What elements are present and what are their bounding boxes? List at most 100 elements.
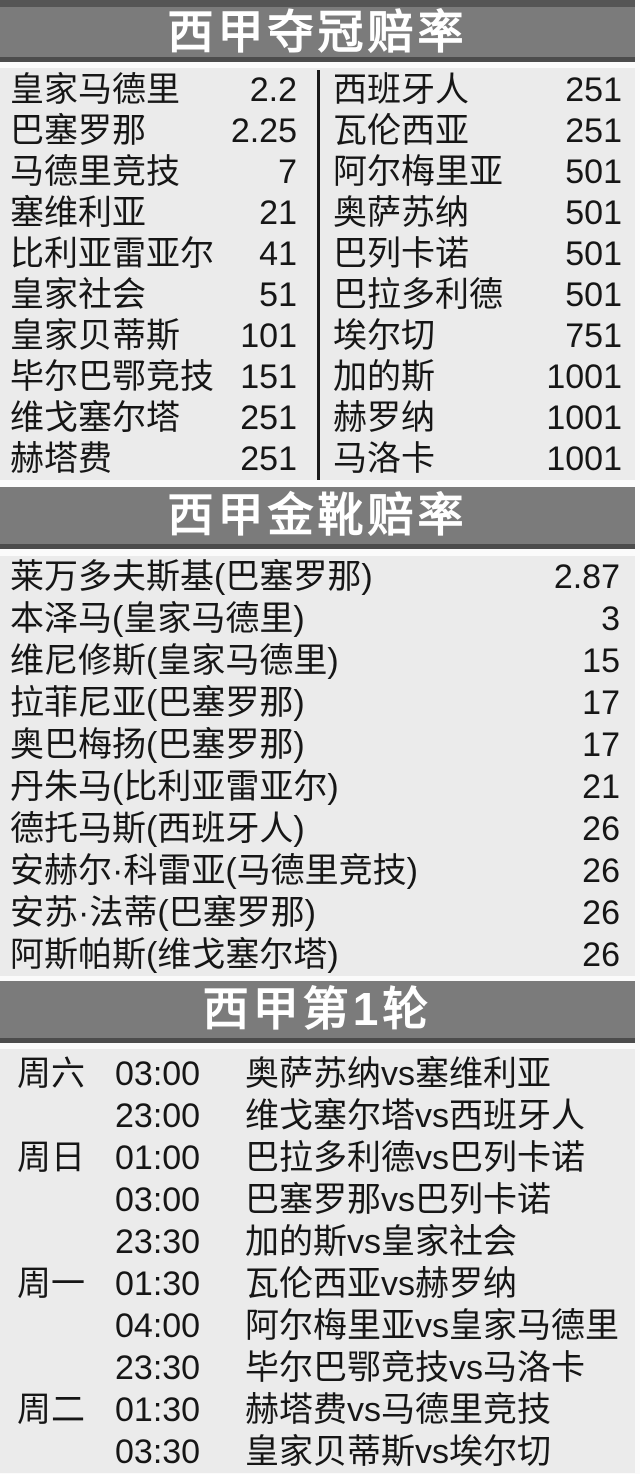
player-odds-row: 莱万多夫斯基(巴塞罗那) 2.87 — [0, 556, 635, 598]
match-day — [17, 1347, 115, 1389]
team-name: 瓦伦西亚 — [333, 112, 469, 150]
section-title-championship-odds: 西甲夺冠赔率 — [0, 0, 635, 62]
player-odds-row: 德托马斯(西班牙人) 26 — [0, 808, 635, 850]
team-odds-value: 501 — [565, 153, 622, 191]
team-odds-row: 塞维利亚 21 — [0, 193, 317, 234]
player-odds-value: 26 — [582, 810, 620, 848]
player-odds-value: 17 — [582, 684, 620, 722]
match-time: 03:00 — [115, 1055, 201, 1093]
section-title-round-1: 西甲第1轮 — [0, 981, 635, 1043]
team-odds-value: 21 — [259, 194, 297, 232]
team-odds-value: 251 — [565, 71, 622, 109]
match-teams: 加的斯vs皇家社会 — [245, 1223, 517, 1261]
team-odds-value: 1001 — [546, 358, 622, 396]
match-teams: 维戈塞尔塔vs西班牙人 — [245, 1097, 585, 1135]
team-odds-row: 皇家社会 51 — [0, 275, 317, 316]
team-odds-value: 1001 — [546, 440, 622, 478]
match-schedule-row: 周一 01:30 瓦伦西亚vs赫罗纳 — [0, 1263, 635, 1305]
player-name: 莱万多夫斯基(巴塞罗那) — [10, 558, 373, 596]
player-name: 德托马斯(西班牙人) — [10, 810, 305, 848]
team-odds-row: 赫罗纳 1001 — [320, 398, 635, 439]
player-name: 安赫尔·科雷亚(马德里竞技) — [10, 852, 418, 890]
match-day: 周二 — [17, 1391, 85, 1429]
team-odds-value: 501 — [565, 194, 622, 232]
team-name: 塞维利亚 — [10, 194, 146, 232]
team-name: 毕尔巴鄂竞技 — [10, 358, 214, 396]
match-teams: 巴拉多利德vs巴列卡诺 — [245, 1139, 585, 1177]
match-time: 23:00 — [115, 1097, 201, 1135]
team-odds-row: 毕尔巴鄂竞技 151 — [0, 357, 317, 398]
match-schedule-row: 周日 01:00 巴拉多利德vs巴列卡诺 — [0, 1137, 635, 1179]
team-odds-value: 1001 — [546, 399, 622, 437]
team-name: 阿尔梅里亚 — [333, 153, 503, 191]
team-odds-value: 2.25 — [230, 112, 297, 150]
championship-odds-table: 皇家马德里 2.2 巴塞罗那 2.25 马德里竞技 7 塞维利亚 21 比利亚雷… — [0, 68, 635, 480]
team-name: 皇家贝蒂斯 — [10, 317, 180, 355]
match-time: 03:00 — [115, 1181, 201, 1219]
team-odds-value: 251 — [240, 399, 297, 437]
match-teams: 奥萨苏纳vs塞维利亚 — [245, 1055, 551, 1093]
match-teams: 皇家贝蒂斯vs埃尔切 — [245, 1433, 551, 1471]
player-odds-row: 丹朱马(比利亚雷亚尔) 21 — [0, 766, 635, 808]
team-name: 赫罗纳 — [333, 399, 435, 437]
team-odds-row: 加的斯 1001 — [320, 357, 635, 398]
team-odds-value: 501 — [565, 235, 622, 273]
match-time: 23:30 — [115, 1349, 201, 1387]
team-name: 巴塞罗那 — [10, 112, 146, 150]
match-schedule-row: 04:00 阿尔梅里亚vs皇家马德里 — [0, 1305, 635, 1347]
player-odds-value: 17 — [582, 726, 620, 764]
team-odds-row: 比利亚雷亚尔 41 — [0, 234, 317, 275]
player-odds-value: 15 — [582, 642, 620, 680]
team-odds-row: 阿尔梅里亚 501 — [320, 152, 635, 193]
section-title-golden-boot-odds: 西甲金靴赔率 — [0, 487, 635, 549]
round-1-schedule-table: 周六 03:00 奥萨苏纳vs塞维利亚 23:00 维戈塞尔塔vs西班牙人 周日… — [0, 1049, 635, 1473]
team-name: 西班牙人 — [333, 71, 469, 109]
match-day — [17, 1305, 115, 1347]
team-name: 埃尔切 — [333, 317, 435, 355]
player-odds-row: 本泽马(皇家马德里) 3 — [0, 598, 635, 640]
match-time: 23:30 — [115, 1223, 201, 1261]
player-odds-value: 26 — [582, 936, 620, 974]
match-teams: 巴塞罗那vs巴列卡诺 — [245, 1181, 551, 1219]
team-odds-row: 奥萨苏纳 501 — [320, 193, 635, 234]
team-name: 皇家马德里 — [10, 71, 180, 109]
team-odds-value: 751 — [565, 317, 622, 355]
team-odds-row: 西班牙人 251 — [320, 70, 635, 111]
player-odds-value: 26 — [582, 894, 620, 932]
team-odds-row: 赫塔费 251 — [0, 439, 317, 480]
player-odds-value: 3 — [601, 600, 620, 638]
team-odds-value: 501 — [565, 276, 622, 314]
player-name: 丹朱马(比利亚雷亚尔) — [10, 768, 339, 806]
match-time: 01:00 — [115, 1139, 201, 1177]
team-name: 巴列卡诺 — [333, 235, 469, 273]
player-odds-value: 21 — [582, 768, 620, 806]
match-schedule-row: 23:30 加的斯vs皇家社会 — [0, 1221, 635, 1263]
player-odds-value: 2.87 — [553, 558, 620, 596]
match-time: 03:30 — [115, 1433, 201, 1471]
match-day: 周六 — [17, 1055, 85, 1093]
match-day — [17, 1179, 115, 1221]
player-name: 阿斯帕斯(维戈塞尔塔) — [10, 936, 339, 974]
match-teams: 毕尔巴鄂竞技vs马洛卡 — [245, 1349, 585, 1387]
player-odds-value: 26 — [582, 852, 620, 890]
golden-boot-odds-table: 莱万多夫斯基(巴塞罗那) 2.87 本泽马(皇家马德里) 3 维尼修斯(皇家马德… — [0, 556, 635, 976]
player-odds-row: 安赫尔·科雷亚(马德里竞技) 26 — [0, 850, 635, 892]
team-name: 维戈塞尔塔 — [10, 399, 180, 437]
match-time: 01:30 — [115, 1265, 201, 1303]
player-odds-row: 奥巴梅扬(巴塞罗那) 17 — [0, 724, 635, 766]
match-time: 04:00 — [115, 1307, 201, 1345]
match-schedule-row: 周六 03:00 奥萨苏纳vs塞维利亚 — [0, 1053, 635, 1095]
match-day: 周一 — [17, 1265, 85, 1303]
player-odds-row: 阿斯帕斯(维戈塞尔塔) 26 — [0, 934, 635, 976]
team-odds-value: 41 — [259, 235, 297, 273]
team-odds-row: 马洛卡 1001 — [320, 439, 635, 480]
championship-odds-right-column: 西班牙人 251 瓦伦西亚 251 阿尔梅里亚 501 奥萨苏纳 501 巴列卡… — [317, 70, 635, 480]
player-name: 维尼修斯(皇家马德里) — [10, 642, 339, 680]
team-name: 比利亚雷亚尔 — [10, 235, 214, 273]
player-odds-row: 安苏·法蒂(巴塞罗那) 26 — [0, 892, 635, 934]
team-odds-row: 皇家贝蒂斯 101 — [0, 316, 317, 357]
team-odds-row: 巴列卡诺 501 — [320, 234, 635, 275]
player-odds-row: 维尼修斯(皇家马德里) 15 — [0, 640, 635, 682]
team-odds-row: 维戈塞尔塔 251 — [0, 398, 317, 439]
match-schedule-row: 23:30 毕尔巴鄂竞技vs马洛卡 — [0, 1347, 635, 1389]
